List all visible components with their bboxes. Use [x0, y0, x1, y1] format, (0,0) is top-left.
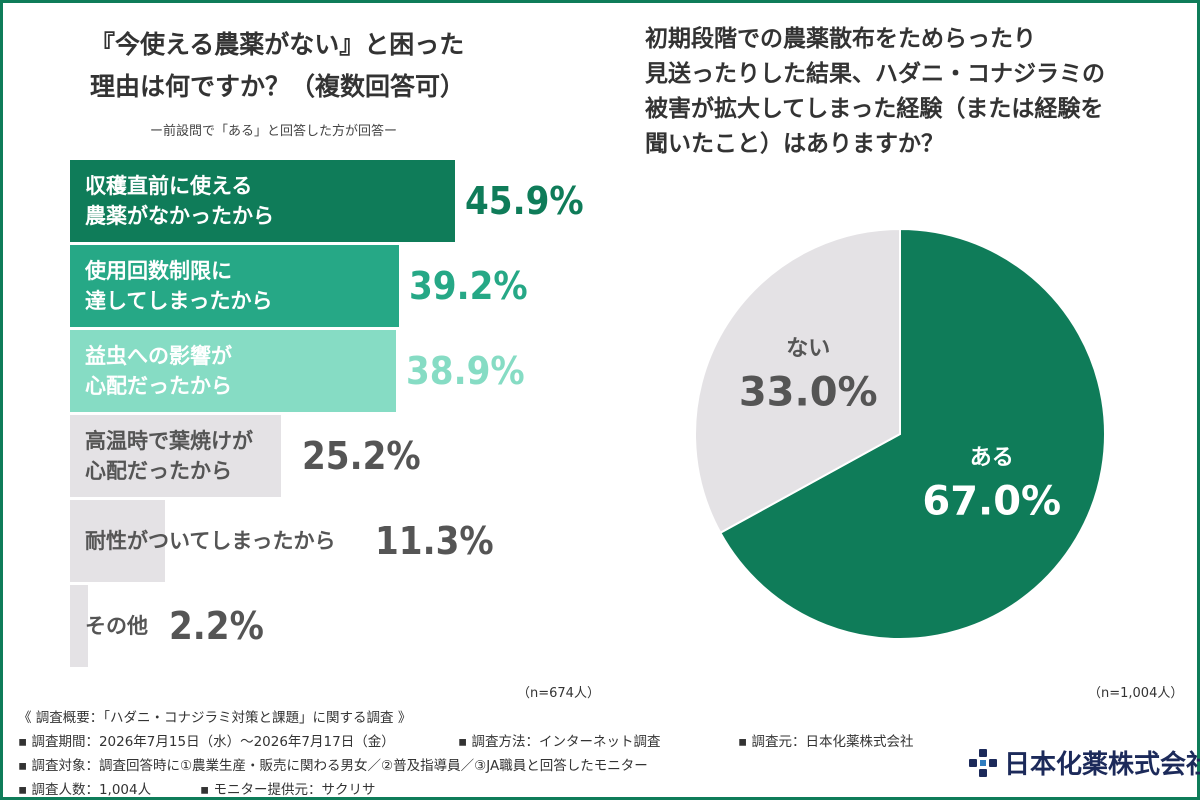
bar-category-label-line: 耐性がついてしまったから	[85, 529, 336, 553]
bar	[70, 245, 399, 327]
left-chart-title: 『今使える農薬がない』と困った 理由は何ですか？（複数回答可）	[90, 24, 520, 108]
bar-row: 益虫への影響が 心配だったから 38.9%	[70, 330, 630, 412]
bar-sample-size: （n=674人）	[517, 686, 600, 701]
bar-row: 収穫直前に使える 農薬がなかったから 45.9%	[70, 160, 630, 242]
footer-count: ▪ 調査人数：1,004人	[18, 782, 152, 798]
bar	[70, 160, 455, 242]
left-title-line2: 理由は何ですか？（複数回答可）	[90, 72, 466, 101]
bar-row: 使用回数制限に達してしまったから 39.2%	[70, 245, 630, 327]
nippon-kayaku-logo-icon	[969, 748, 997, 777]
bar-category-label-line: 益虫への影響が	[85, 344, 232, 368]
pie-slice	[694, 227, 901, 535]
pie-slice-label: ある	[970, 445, 1014, 470]
bar-category-label-line: 心配だったから	[85, 459, 232, 483]
pie-sample-size: （n=1,004人）	[1088, 686, 1184, 701]
right-chart-title: 初期段階での農薬散布をためらったり 見送ったりした結果、ハダニ・コナジラミの 被…	[645, 22, 1165, 162]
bar-value-label: 45.9%	[465, 179, 584, 223]
bar-category-label: 収穫直前に使える 農薬がなかったから	[85, 160, 274, 242]
pie-slice	[718, 227, 1106, 640]
bar-value-label: 38.9%	[406, 349, 525, 393]
footer-target: ▪ 調査対象：調査回答時に①農業生産・販売に関わる男女／②普及指導員／③JA職員…	[18, 758, 648, 774]
bar-chart: 収穫直前に使える 農薬がなかったから 45.9% 使用回数制限に達してしまったから 39…	[70, 160, 630, 680]
bar-category-label-line: 収穫直前に使える	[85, 174, 253, 198]
bar-category-label-line: その他	[85, 614, 148, 638]
bar	[70, 585, 88, 667]
bar-category-label: その他	[85, 585, 148, 667]
bar-row: 高温時で葉焼けが 心配だったから 25.2%	[70, 415, 630, 497]
right-title-line4: 聞いたこと）はありますか？	[645, 131, 944, 157]
left-title-line1: 『今使える農薬がない』と困った	[90, 30, 465, 59]
right-title-line3: 被害が拡大してしまった経験（または経験を	[645, 96, 1104, 122]
pie-slice-value: 67.0%	[922, 478, 1061, 524]
bar-category-label-line: 農薬がなかったから	[85, 204, 274, 228]
bar-value-label: 2.2%	[169, 604, 264, 648]
bar-category-label: 耐性がついてしまったから	[85, 500, 336, 582]
footer-overview: 《 調査概要：「ハダニ・コナジラミ対策と課題」に関する調査 》	[18, 710, 412, 726]
company-name: 日本化薬株式会社	[1004, 750, 1200, 780]
pie-slice-label: ない	[786, 337, 830, 362]
bar-category-label-line: 達してしまったから	[85, 289, 273, 313]
bar	[70, 500, 165, 582]
footer-method: ▪ 調査方法：インターネット調査	[458, 734, 661, 750]
bar	[70, 415, 281, 497]
pie-slice-value: 33.0%	[739, 370, 878, 416]
left-subnote: ー前設問で「ある」と回答した方が回答ー	[150, 124, 398, 139]
bar-value-label: 39.2%	[409, 264, 528, 308]
bar-category-label: 高温時で葉焼けが 心配だったから	[85, 415, 253, 497]
bar-value-label: 11.3%	[375, 519, 494, 563]
bar-value-label: 25.2%	[302, 434, 421, 478]
bar-row: 耐性がついてしまったから 11.3%	[70, 500, 630, 582]
bar-category-label: 使用回数制限に達してしまったから	[85, 245, 273, 327]
bar	[70, 330, 396, 412]
bar-row: その他 2.2%	[70, 585, 630, 667]
bar-category-label-line: 心配だったから	[85, 374, 232, 398]
bar-category-label-line: 使用回数制限に	[85, 259, 232, 283]
bar-category-label-line: 高温時で葉焼けが	[85, 429, 253, 453]
footer-source: ▪ 調査元：日本化薬株式会社	[738, 734, 914, 750]
right-title-line2: 見送ったりした結果、ハダニ・コナジラミの	[645, 61, 1105, 87]
bar-category-label: 益虫への影響が 心配だったから	[85, 330, 232, 412]
footer-period: ▪ 調査期間：2026年7月15日（水）〜2026年7月17日（金）	[18, 734, 395, 750]
right-title-line1: 初期段階での農薬散布をためらったり	[645, 26, 1036, 52]
footer-monitor: ▪ モニター提供元：サクリサ	[200, 782, 376, 798]
company-logo: 日本化薬株式会社	[968, 744, 1200, 781]
